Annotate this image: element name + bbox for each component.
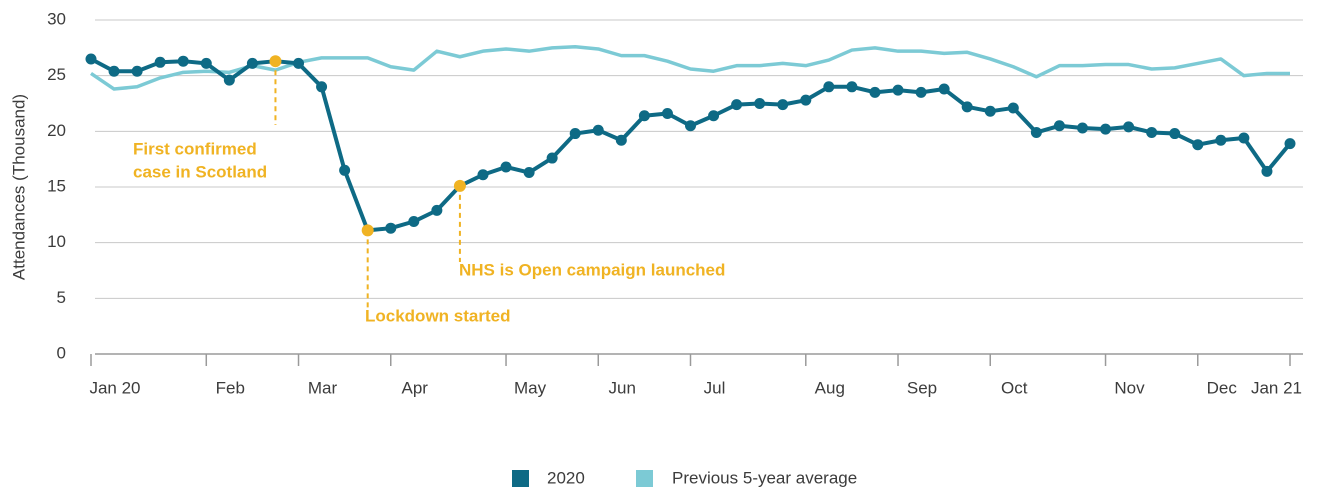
x-tick-label: May	[514, 378, 547, 397]
data-point	[1030, 126, 1042, 138]
x-tick-label: Jan 20	[89, 378, 140, 397]
data-point	[339, 164, 351, 176]
y-tick-label: 0	[57, 343, 66, 362]
legend-swatch	[512, 470, 529, 487]
data-point	[385, 222, 397, 234]
data-point	[800, 94, 812, 106]
y-tick-label: 10	[47, 232, 66, 251]
data-point	[1100, 123, 1112, 135]
legend-label: 2020	[547, 468, 585, 487]
annotation-text: case in Scotland	[133, 162, 267, 181]
data-point	[85, 53, 97, 65]
x-tick-label: Jul	[704, 378, 726, 397]
x-tick-label: Sep	[907, 378, 937, 397]
y-tick-label: 30	[47, 9, 66, 28]
data-point	[915, 86, 927, 98]
data-point	[223, 74, 235, 86]
annotation-text: NHS is Open campaign launched	[459, 260, 725, 279]
data-point	[869, 86, 881, 98]
data-point	[615, 134, 627, 146]
data-point	[938, 83, 950, 95]
data-point	[1007, 102, 1019, 114]
y-tick-label: 5	[57, 288, 66, 307]
data-point	[708, 110, 720, 122]
data-point	[1146, 126, 1158, 138]
data-point	[1053, 120, 1065, 132]
series-line	[90, 44, 1290, 91]
y-tick-label: 15	[47, 176, 66, 195]
data-point	[1261, 165, 1273, 177]
data-point	[1076, 122, 1088, 134]
x-tick-label: Mar	[308, 378, 338, 397]
x-tick-label: Dec	[1207, 378, 1238, 397]
data-point	[1238, 132, 1250, 144]
annotation-text: Lockdown started	[365, 306, 510, 325]
y-tick-label: 25	[47, 65, 66, 84]
legend-swatch	[636, 470, 653, 487]
data-point	[177, 55, 189, 67]
y-tick-label: 20	[47, 121, 66, 140]
data-point	[1123, 121, 1135, 133]
annotation-text: First confirmed	[133, 139, 257, 158]
annotation-point	[453, 179, 466, 192]
data-point	[823, 81, 835, 93]
data-point	[408, 216, 420, 228]
data-point	[1192, 139, 1204, 151]
data-point	[1284, 138, 1296, 150]
data-point	[500, 161, 512, 173]
x-tick-label: Aug	[815, 378, 845, 397]
data-point	[316, 81, 328, 93]
annotation-point	[269, 55, 282, 68]
annotation-point	[361, 224, 374, 237]
x-tick-label: Feb	[216, 378, 245, 397]
data-point	[108, 65, 120, 77]
x-tick-label: Nov	[1114, 378, 1145, 397]
legend-label: Previous 5-year average	[672, 468, 857, 487]
x-tick-label: Jan 21	[1251, 378, 1302, 397]
x-tick-label: Oct	[1001, 378, 1028, 397]
data-point	[892, 84, 904, 96]
data-point	[246, 57, 258, 69]
data-point	[754, 98, 766, 109]
data-point	[984, 105, 996, 117]
data-point	[523, 167, 535, 179]
x-tick-label: Apr	[402, 378, 429, 397]
data-point	[846, 81, 858, 93]
data-point	[961, 101, 973, 113]
data-point	[154, 56, 166, 68]
data-point	[569, 128, 581, 140]
data-point	[431, 204, 443, 216]
data-point	[1169, 128, 1181, 140]
data-point	[1215, 134, 1227, 146]
data-point	[546, 152, 558, 164]
data-point	[777, 99, 789, 111]
x-tick-label: Jun	[609, 378, 636, 397]
series-line	[90, 57, 1292, 233]
data-point	[661, 108, 673, 120]
data-point	[638, 110, 650, 122]
data-point	[200, 57, 212, 69]
data-point	[477, 169, 489, 181]
data-point	[592, 124, 604, 136]
y-axis-label: Attendances (Thousand)	[9, 94, 28, 280]
data-point	[293, 57, 305, 69]
data-point	[685, 120, 696, 132]
data-point	[131, 65, 143, 77]
data-point	[731, 99, 743, 111]
